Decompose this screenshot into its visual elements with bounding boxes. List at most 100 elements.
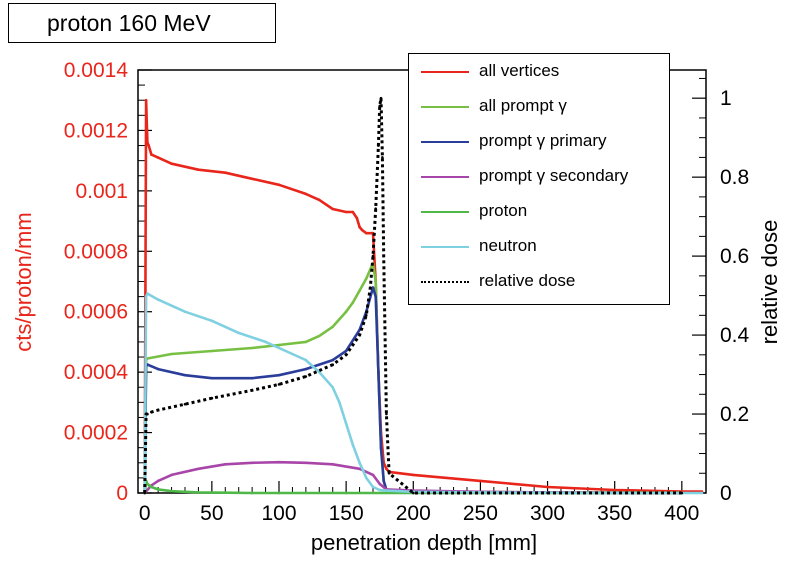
y-left-tick-label: 0 [116,482,128,505]
x-tick-label: 0 [139,502,151,525]
data-point [382,254,386,258]
data-point [344,491,348,495]
data-point [331,386,335,389]
y-left-tick-label: 0.0012 [64,119,128,142]
data-point [331,363,335,367]
data-point [377,370,380,374]
data-point [170,489,173,493]
data-point [150,485,153,489]
data-point [210,376,214,380]
data-point [369,231,372,235]
y-right-tick-label: 0.4 [720,324,750,347]
data-point [224,171,227,174]
data-point [156,488,160,491]
data-point [318,198,321,202]
data-point [156,156,160,159]
data-point [183,402,187,406]
data-point [277,491,281,495]
data-point [371,485,375,489]
legend-swatch [421,246,469,248]
data-point [365,231,368,235]
data-point [147,144,150,147]
series-line-all-vertices [143,98,702,494]
data-point [210,319,214,323]
data-point [338,401,341,404]
data-point [369,286,372,290]
data-point [237,331,240,335]
data-point [378,488,382,492]
legend-label: prompt γ secondary [479,166,629,185]
data-point [355,216,359,220]
y-axis-left-label: cts/proton/mm [11,212,36,352]
data-point [224,463,227,466]
data-point [150,410,153,414]
data-point [146,292,149,295]
data-point [385,467,388,471]
data-point [412,473,415,477]
data-point [197,467,200,471]
data-point [680,491,684,495]
legend-item-prompt-gamma-secondary: prompt γ secondary [409,163,667,191]
data-point [277,183,281,187]
data-point [250,177,254,181]
data-point [304,358,308,362]
legend-label: prompt γ primary [479,131,607,150]
data-point [304,340,308,344]
legend-label: proton [479,201,528,220]
y-axis-right-label: relative dose [757,219,782,345]
legend-label: relative dose [479,271,576,290]
data-point [371,473,375,477]
data-point [374,295,378,298]
data-point [146,482,149,486]
legend: all vertices all prompt γ prompt γ primary… [408,53,670,305]
data-point [156,298,160,301]
data-point [381,156,384,159]
data-point [150,153,153,156]
data-point [250,346,254,350]
data-point [351,443,355,447]
data-point [358,461,361,465]
legend-swatch [421,281,469,283]
data-point [210,396,214,400]
legend-swatch [421,176,469,178]
data-point [412,491,415,495]
data-point [277,460,281,464]
data-point [385,412,388,416]
x-tick-label: 150 [329,502,364,525]
data-point [374,280,378,283]
data-point [331,463,335,466]
data-point [365,314,368,317]
data-point [146,141,149,144]
data-point [250,491,254,495]
axes: 0 50 100 150 200 250 300 350 400 0 0.0002 0.0004 0.0… [64,59,750,525]
data-point [291,352,294,356]
data-point [377,144,380,147]
y-right-tick-label: 0.8 [720,166,749,189]
data-point [371,254,375,258]
data-point [387,472,391,475]
data-point [331,207,335,211]
x-tick-label: 350 [597,502,632,525]
y-left-tick-label: 0.0008 [64,240,128,263]
legend-swatch [421,106,469,108]
data-point [170,352,173,356]
data-point [374,207,378,210]
x-tick-label: 200 [396,502,431,525]
data-point [331,358,335,362]
y-left-tick-label: 0.0002 [64,422,128,445]
x-tick-label: 50 [200,502,223,525]
data-point [250,461,254,465]
x-tick-label: 400 [664,502,699,525]
data-point [379,96,383,100]
data-point [250,389,254,392]
data-point [277,373,281,377]
data-point [143,491,146,495]
data-point [479,479,482,483]
x-tick-label: 300 [530,502,565,525]
legend-item-all-prompt-gamma: all prompt γ [409,93,667,121]
data-point [378,482,382,486]
legend-item-proton: proton [409,198,667,226]
data-point [146,412,149,416]
data-point [360,228,364,232]
data-point [304,375,308,378]
